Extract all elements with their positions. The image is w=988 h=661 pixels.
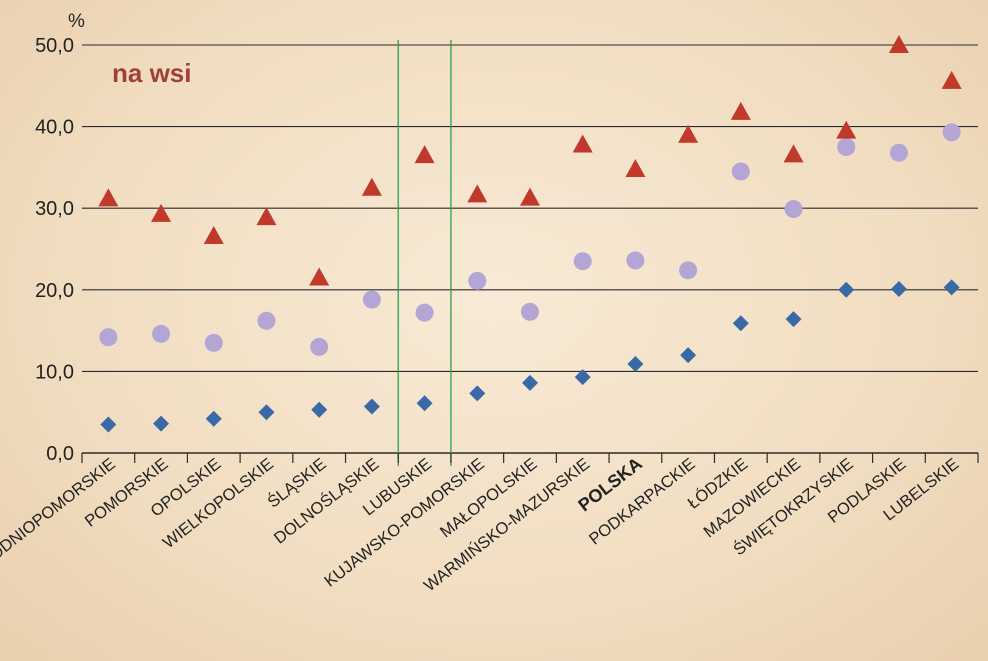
diamond-point	[838, 281, 855, 298]
circle-point	[204, 333, 223, 352]
circle-point	[679, 261, 698, 280]
circle-point	[942, 123, 961, 142]
circle-point	[362, 290, 381, 309]
diamond-point	[943, 279, 960, 296]
y-axis-ticks: 0,0 10,0 20,0 30,0 40,0 50,0	[35, 35, 74, 465]
circle-point	[415, 303, 434, 322]
triangle-point	[151, 203, 172, 222]
diamond-point	[627, 356, 644, 373]
circle-point	[521, 302, 539, 321]
y-tick-label: 40,0	[35, 117, 74, 139]
triangle-point	[572, 134, 593, 153]
circle-point	[99, 328, 118, 347]
diamond-point	[469, 385, 486, 402]
diamond-point	[732, 315, 749, 332]
y-tick-label: 20,0	[35, 280, 74, 302]
diamond-point	[311, 401, 328, 418]
y-tick-label: 50,0	[35, 35, 74, 57]
circle-point	[784, 200, 803, 219]
circle-point	[889, 143, 908, 162]
diamond-point	[785, 311, 802, 328]
diamond-point	[416, 395, 433, 412]
circle-point	[837, 138, 856, 156]
triangle-point	[203, 225, 224, 244]
diamond-point	[258, 404, 275, 421]
triangle-point	[941, 70, 962, 89]
triangle-point	[625, 159, 646, 178]
diamond-point	[680, 347, 697, 364]
triangle-point	[520, 187, 540, 206]
circle-point	[152, 324, 171, 343]
triangle-point	[730, 101, 751, 120]
triangle-point	[309, 267, 330, 286]
y-tick-label: 30,0	[35, 198, 74, 220]
circle-point	[626, 251, 645, 270]
y-tick-label: 0,0	[46, 443, 74, 465]
unit-label: %	[68, 11, 85, 32]
x-axis-ticks: ZACHODNIOPOMORSKIEPOMORSKIEOPOLSKIEWIELK…	[0, 453, 979, 595]
data-points	[98, 35, 962, 433]
diamond-point	[363, 398, 380, 415]
triangle-point	[361, 177, 382, 196]
triangle-point	[678, 124, 699, 143]
highlight-band	[397, 40, 452, 466]
diamond-point	[153, 415, 170, 432]
triangle-point	[467, 184, 488, 203]
annotation-label: na wsi	[112, 58, 191, 88]
triangle-point	[888, 35, 909, 53]
circle-point	[257, 311, 276, 330]
triangle-point	[836, 120, 857, 139]
circle-point	[310, 337, 329, 356]
circle-point	[573, 252, 592, 271]
triangle-point	[98, 188, 119, 207]
triangle-point	[783, 144, 804, 163]
circle-point	[731, 162, 750, 181]
diamond-point	[100, 416, 117, 433]
triangle-point	[256, 207, 277, 226]
diamond-point	[890, 280, 907, 297]
diamond-point	[522, 374, 538, 391]
triangle-point	[414, 145, 435, 164]
circle-point	[468, 271, 487, 290]
diamond-point	[205, 410, 222, 427]
diamond-point	[574, 369, 591, 386]
y-tick-label: 10,0	[35, 361, 74, 383]
gridlines	[82, 44, 978, 454]
